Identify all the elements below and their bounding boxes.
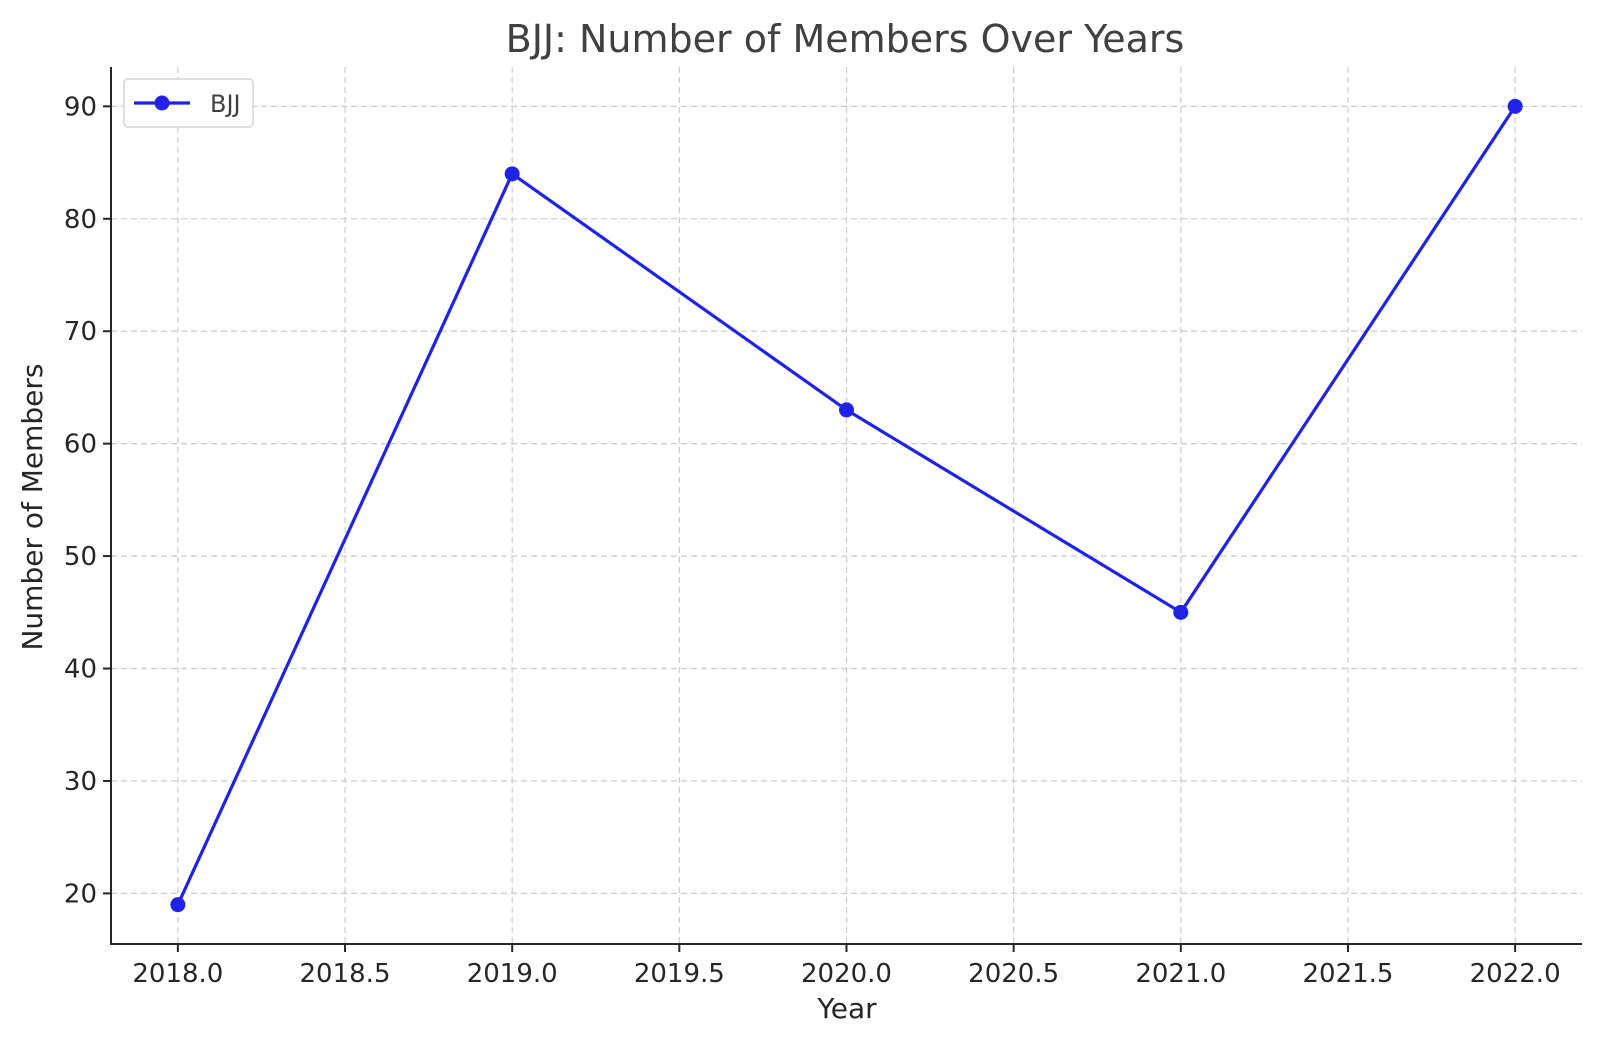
axis-spines — [110, 67, 1582, 945]
x-tick-label: 2021.5 — [1302, 959, 1393, 989]
y-tick-label: 80 — [64, 205, 97, 235]
legend-label: BJJ — [210, 90, 241, 118]
x-tick-label: 2018.0 — [132, 959, 223, 989]
data-point — [1507, 98, 1523, 114]
y-tick-label: 40 — [64, 655, 97, 685]
y-tick-label: 50 — [64, 542, 97, 572]
legend: BJJ — [123, 78, 254, 128]
data-point — [170, 897, 186, 913]
x-tick-label: 2019.0 — [467, 959, 558, 989]
legend-marker — [154, 95, 170, 111]
ticks: 2018.0 2018.5 2019.0 2019.5 2020.0 2020.5 2021… — [64, 92, 1561, 989]
series-line — [176, 105, 1517, 906]
series-layer — [170, 98, 1523, 913]
y-tick-label: 30 — [64, 767, 97, 797]
grid-lines — [111, 67, 1582, 944]
x-tick-label: 2018.5 — [300, 959, 391, 989]
data-point — [839, 402, 854, 418]
axes — [110, 67, 1582, 945]
y-tick-label: 70 — [64, 317, 97, 347]
y-tick-label: 60 — [64, 430, 97, 460]
y-tick-label: 20 — [64, 879, 97, 909]
data-point — [1173, 604, 1189, 620]
y-tick-label: 90 — [64, 92, 97, 122]
x-axis-label: Year — [816, 992, 877, 1025]
x-tick-label: 2019.5 — [634, 959, 725, 989]
x-tick-label: 2020.5 — [968, 959, 1059, 989]
x-tick-label: 2020.0 — [801, 959, 892, 989]
chart-title: BJJ: Number of Members Over Years — [506, 17, 1185, 61]
x-tick-label: 2021.0 — [1135, 959, 1226, 989]
data-point — [504, 166, 520, 182]
x-tick-label: 2022.0 — [1470, 959, 1561, 989]
y-axis-label: Number of Members — [16, 363, 49, 650]
